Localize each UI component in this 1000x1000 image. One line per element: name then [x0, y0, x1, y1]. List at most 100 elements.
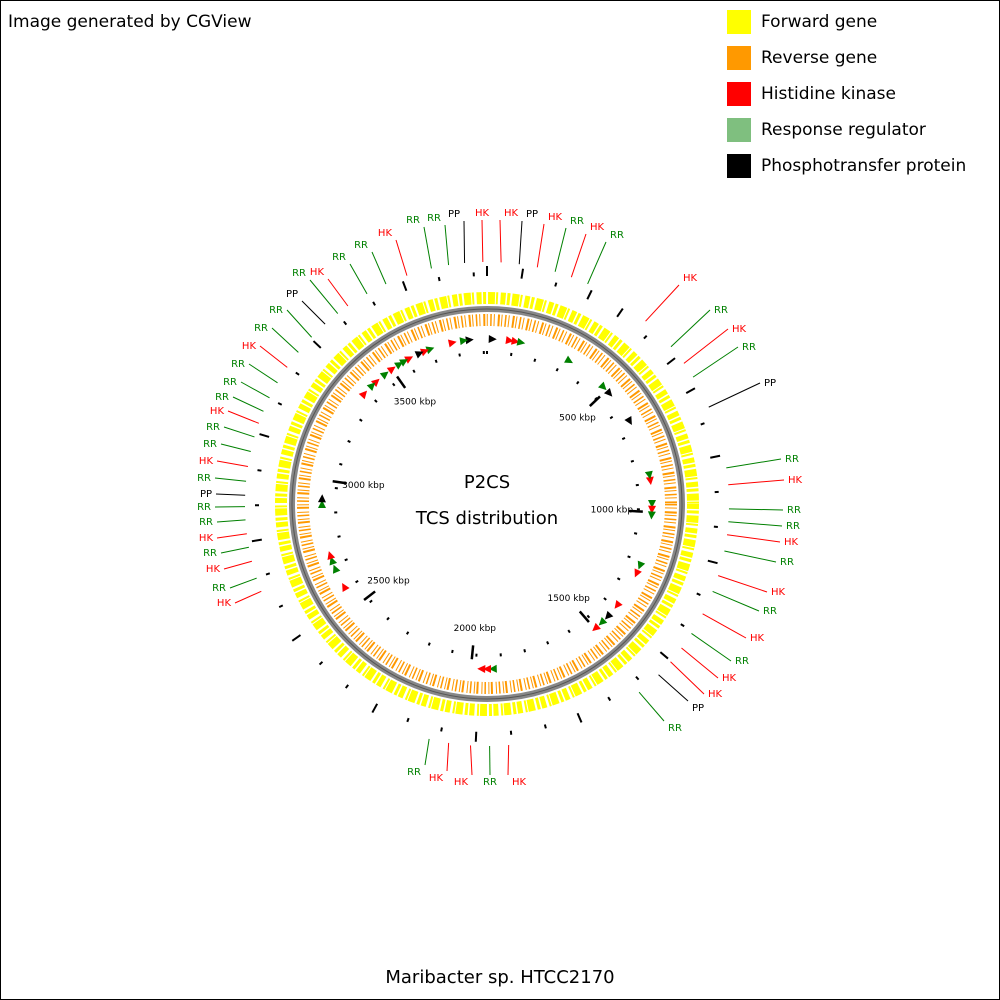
- callout-label: HK: [750, 633, 765, 644]
- tcs-marker: [358, 390, 368, 400]
- tcs-marker: [342, 583, 350, 592]
- callout-line: [638, 691, 665, 722]
- callout-label: RR: [406, 215, 420, 226]
- callout-line: [220, 546, 249, 554]
- callout-label: RR: [785, 454, 799, 465]
- feature-mark: [710, 454, 721, 459]
- legend-label: Forward gene: [761, 12, 877, 32]
- scale-dot: [412, 369, 416, 374]
- feature-mark: [576, 712, 583, 723]
- tcs-marker: [317, 494, 326, 503]
- scale-dot: [344, 558, 348, 562]
- callout-label: RR: [570, 216, 584, 227]
- tcs-marker: [648, 505, 657, 514]
- callout-line: [681, 647, 719, 679]
- tcs-marker: [366, 382, 376, 391]
- feature-mark: [295, 371, 300, 376]
- scale-tick: [396, 375, 407, 389]
- callout-label: HK: [199, 456, 214, 467]
- callout-line: [444, 224, 450, 266]
- callout-line: [708, 382, 761, 408]
- feature-mark: [371, 703, 379, 714]
- tcs-marker: [370, 378, 380, 388]
- callout-line: [248, 363, 278, 384]
- callout-line: [216, 519, 246, 523]
- tcs-marker: [459, 337, 468, 346]
- tcs-marker: [425, 346, 435, 355]
- callout-line: [371, 251, 387, 285]
- scale-dot: [359, 418, 363, 422]
- callout-line: [692, 346, 739, 378]
- scale-label: 2500 kbp: [367, 576, 410, 586]
- callout-label: RR: [231, 359, 245, 370]
- footer-organism: Maribacter sp. HTCC2170: [385, 967, 614, 988]
- callout-line: [423, 226, 432, 269]
- scale-label: 1500 kbp: [547, 594, 590, 604]
- scale-dot: [434, 359, 438, 364]
- callout-line: [554, 227, 567, 272]
- feature-mark: [277, 402, 283, 406]
- feature-mark: [291, 634, 302, 642]
- callout-line: [286, 309, 313, 338]
- feature-mark: [707, 559, 718, 565]
- callout-line: [469, 745, 473, 776]
- callout-line: [259, 345, 288, 368]
- feature-mark: [257, 469, 262, 472]
- scale-dot: [355, 579, 359, 584]
- header-title: Image generated by CGView: [8, 12, 252, 32]
- callout-label: RR: [199, 517, 213, 528]
- tcs-marker: [386, 366, 396, 375]
- callout-label: HK: [454, 777, 469, 788]
- feature-mark: [643, 335, 648, 340]
- callout-label: RR: [254, 323, 268, 334]
- callout-label: PP: [448, 209, 460, 220]
- feature-mark: [265, 572, 271, 576]
- callout-line: [726, 458, 782, 469]
- center-subtitle: TCS distribution: [415, 508, 558, 529]
- feature-mark: [372, 301, 376, 306]
- scale-dot: [386, 616, 390, 621]
- scale-tick: [628, 509, 643, 513]
- feature-mark: [440, 727, 443, 732]
- legend-swatch: [727, 118, 751, 142]
- callout-label: HK: [217, 598, 232, 609]
- callout-label: RR: [203, 439, 217, 450]
- tcs-marker: [637, 560, 646, 570]
- callout-label: RR: [610, 230, 624, 241]
- scale-tick: [363, 590, 376, 602]
- feature-mark: [259, 433, 270, 438]
- callout-label: PP: [526, 209, 538, 220]
- callout-line: [658, 674, 689, 702]
- reverse-gene-ring: [297, 314, 677, 694]
- callout-label: RR: [780, 557, 794, 568]
- scale-dot: [523, 649, 527, 653]
- callout-label: HK: [590, 222, 605, 233]
- scale-dot: [427, 642, 431, 646]
- callout-label: RR: [354, 240, 368, 251]
- legend-label: Phosphotransfer protein: [761, 156, 966, 176]
- callout-line: [570, 233, 587, 278]
- feature-mark: [343, 320, 348, 326]
- feature-mark: [318, 661, 324, 666]
- callout-line: [691, 633, 732, 662]
- callout-label: RR: [223, 377, 237, 388]
- feature-mark: [666, 357, 676, 366]
- tcs-marker: [488, 334, 497, 343]
- forward-gene-ring: [275, 292, 699, 716]
- scale-dot: [630, 459, 635, 463]
- feature-mark: [685, 387, 696, 394]
- tcs-marker: [598, 617, 608, 626]
- callout-line: [349, 263, 368, 295]
- feature-mark: [344, 684, 349, 689]
- callout-line: [240, 381, 270, 399]
- legend-swatch: [727, 154, 751, 178]
- feature-mark: [607, 696, 612, 702]
- tcs-marker: [404, 356, 414, 364]
- callout-label: RR: [714, 305, 728, 316]
- callout-line: [309, 279, 339, 314]
- callout-line: [446, 742, 450, 772]
- scale-tick: [470, 645, 475, 660]
- scale-dot: [339, 462, 343, 466]
- callout-line: [232, 396, 264, 412]
